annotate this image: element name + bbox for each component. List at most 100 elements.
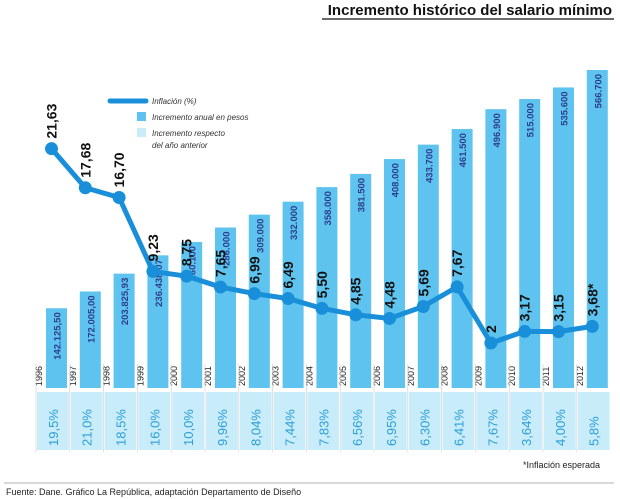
inflation-line-layer: 21,63 17,68 16,70 9,23 8,75 7,65 6,99 6,49 5,50 4…: [44, 103, 600, 350]
salary-bar-label: 358.000: [323, 191, 334, 225]
salary-bar-label: 203.825,93: [120, 278, 131, 326]
salary-bar: [316, 187, 338, 388]
salary-bar: [113, 273, 135, 388]
year-label: 2006: [372, 366, 382, 386]
pct-label: 16,0%: [147, 409, 162, 446]
year-label: 1997: [68, 366, 78, 386]
pct-cell: [577, 392, 610, 450]
chart-title: Incremento histórico del salario mínimo: [328, 2, 612, 19]
inflation-label: 3,15: [551, 294, 567, 321]
inflation-point: [585, 319, 599, 333]
inflation-point: [552, 325, 565, 339]
pct-label: 7,83%: [316, 409, 331, 446]
pct-cell: [341, 392, 373, 450]
inflation-point: [281, 292, 295, 306]
salary-bar-label: 408.000: [391, 163, 402, 197]
pct-label: 3,64%: [519, 409, 534, 446]
year-label: 1999: [135, 366, 145, 386]
legend-pct-swatch: [137, 128, 146, 137]
inflation-label: 3,17: [517, 294, 533, 321]
year-label: 1998: [102, 366, 112, 386]
pct-cell: [307, 392, 340, 450]
legend-bar-swatch: [137, 112, 146, 121]
year-label: 2009: [473, 366, 483, 386]
inflation-label: 7,67: [449, 249, 465, 276]
year-label: 2004: [304, 366, 314, 386]
pct-label: 4,00%: [553, 409, 568, 446]
salary-bar: [46, 308, 67, 388]
salary-bar-label: 236.438,07: [154, 259, 165, 307]
year-label: 2003: [271, 366, 281, 386]
salary-bar-label: 566.700: [593, 74, 604, 108]
inflation-label: 6,99: [246, 256, 262, 283]
pct-label: 5,8%: [587, 416, 602, 446]
inflation-label: 21,63: [44, 103, 60, 138]
pct-label: 6,30%: [418, 409, 433, 446]
salary-bar-label: 496.900: [492, 113, 503, 147]
salary-bar-label: 286.000: [222, 232, 233, 266]
inflation-point: [484, 336, 498, 350]
inflation-point: [214, 280, 227, 294]
pct-cell: [375, 392, 407, 450]
inflation-point: [450, 280, 464, 294]
inflation-point: [315, 301, 329, 315]
inflation-label: 16,70: [111, 152, 127, 187]
pct-label: 21,0%: [80, 409, 95, 446]
salary-bar-label: 172.005,00: [86, 295, 97, 343]
pct-table: 19,5% 21,0% 18,5% 16,0% 10,0% 9,96% 8,04% 7,44%…: [37, 392, 610, 450]
year-label: 1996: [34, 366, 44, 386]
inflation-point: [78, 181, 92, 195]
source-note: Fuente: Dane. Gráfico La República, adap…: [6, 487, 301, 497]
salary-bar: [384, 159, 405, 388]
year-label: 2010: [507, 366, 517, 386]
inflation-point: [247, 287, 261, 301]
inflation-point: [112, 190, 126, 204]
pct-cell: [70, 392, 103, 450]
inflation-label: 8,75: [179, 239, 195, 266]
pct-label: 9,96%: [215, 409, 230, 446]
salary-bar-label: 515.000: [526, 103, 537, 137]
inflation-label: 9,23: [145, 234, 161, 261]
inflation-label: 7,65: [213, 250, 229, 277]
bars-layer: 142.125,50 1996 172.005,00 1997 203.825,93 19…: [34, 70, 608, 452]
salary-bar-label: 535.600: [560, 91, 571, 125]
legend-inflation: Inflación (%): [152, 97, 197, 106]
pct-label: 19,5%: [46, 409, 61, 446]
salary-bar-label: 332.000: [289, 206, 300, 240]
year-label: 2000: [169, 366, 179, 386]
pct-cell: [172, 392, 204, 450]
salary-bar: [553, 87, 574, 388]
pct-cell: [408, 392, 441, 450]
footnote: *Inflación esperada: [523, 460, 600, 470]
pct-label: 6,95%: [384, 409, 399, 446]
salary-bar-label: 461.500: [458, 133, 469, 167]
year-label: 2011: [541, 367, 551, 386]
year-label: 2007: [406, 366, 416, 386]
legend-pesos: Incremento anual en pesos: [152, 113, 249, 122]
inflation-point: [349, 308, 363, 322]
inflation-point: [383, 311, 396, 325]
pct-cell: [476, 392, 509, 450]
inflation-label: 5,69: [415, 269, 431, 296]
salary-bar: [147, 255, 169, 388]
inflation-point: [146, 264, 160, 278]
inflation-point: [180, 269, 194, 283]
inflation-label: 4,48: [382, 281, 398, 308]
salary-bar: [417, 144, 439, 388]
inflation-label: 4,85: [348, 277, 364, 304]
year-label: 2002: [237, 366, 247, 386]
salary-bar-label: 433.700: [424, 149, 435, 183]
year-label: 2001: [203, 366, 213, 386]
pct-label: 7,44%: [283, 409, 298, 446]
salary-bar: [485, 109, 507, 388]
year-label: 2008: [440, 366, 450, 386]
inflation-label: 6,49: [280, 261, 296, 288]
pct-cell: [510, 392, 542, 450]
inflation-point: [45, 142, 58, 156]
inflation-label: 5,50: [314, 271, 330, 298]
legend-pct-line1: Incremento respecto: [152, 129, 225, 138]
inflation-label: 2: [483, 325, 499, 333]
inflation-point: [416, 299, 430, 313]
pct-cell: [206, 392, 238, 450]
pct-cell: [239, 392, 272, 450]
